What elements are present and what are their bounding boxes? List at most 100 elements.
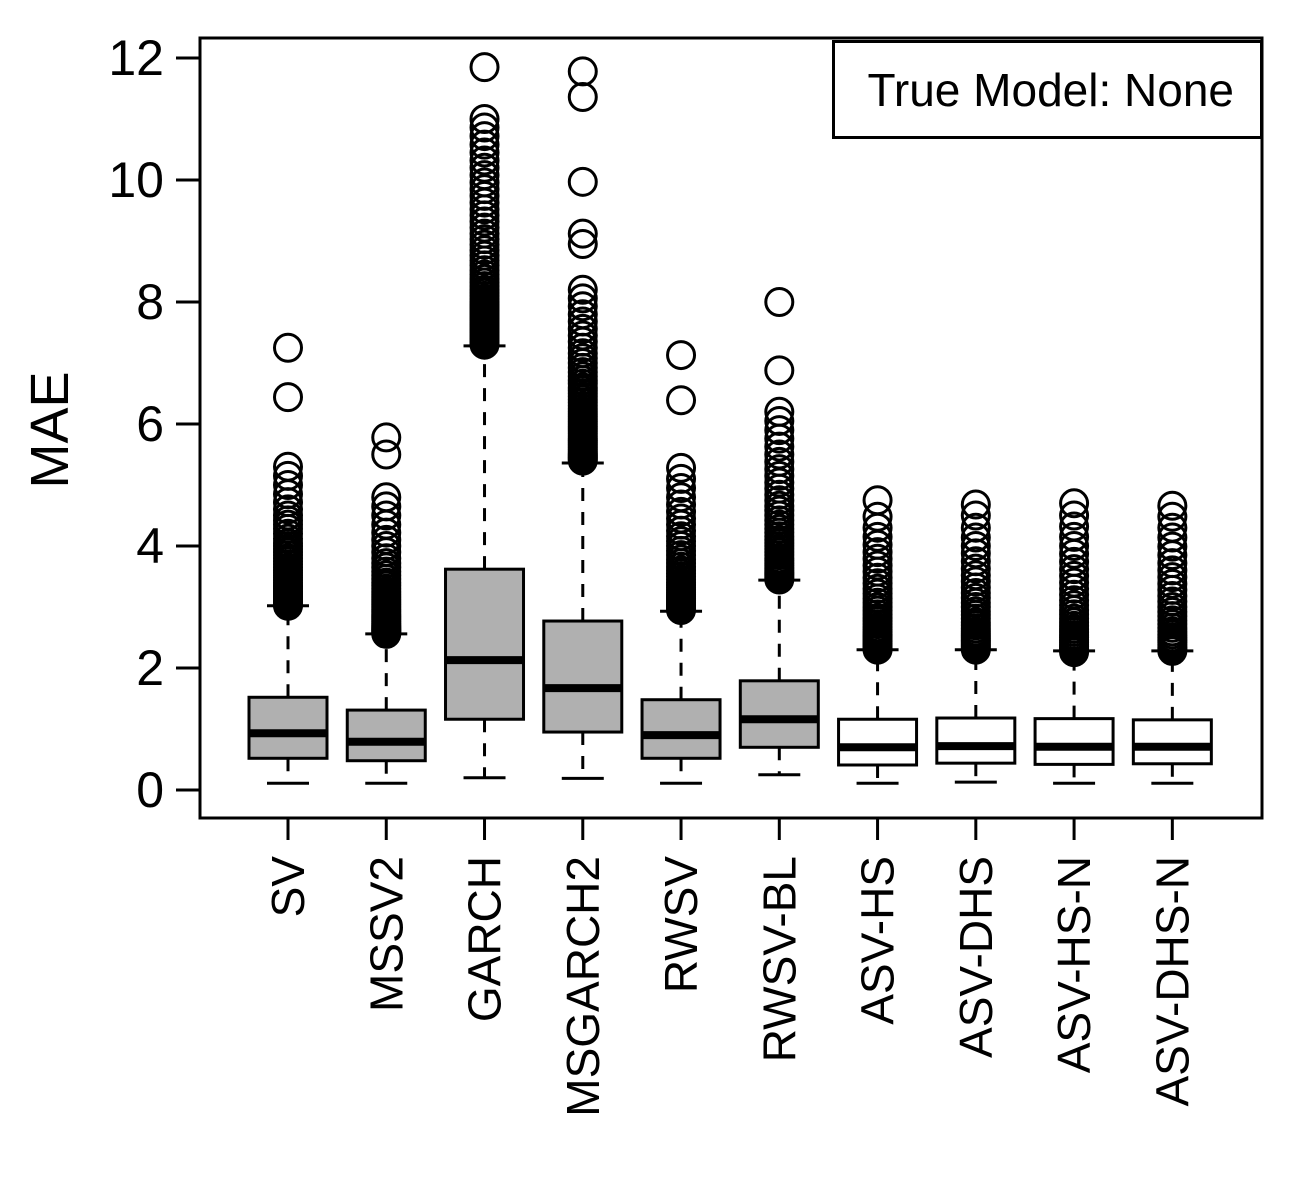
y-tick-label: 0 — [136, 762, 164, 818]
outlier-point — [371, 500, 402, 531]
outlier-point — [862, 537, 893, 568]
outlier-point — [567, 291, 598, 322]
y-tick-label: 6 — [136, 396, 164, 452]
outlier-point — [764, 396, 795, 427]
x-tick-label: ASV-DHS — [950, 856, 1002, 1058]
outlier-point — [862, 521, 893, 552]
outlier-point — [1157, 555, 1188, 586]
outlier-point — [1059, 560, 1090, 591]
outlier-point — [862, 550, 893, 581]
outlier-point — [469, 104, 500, 134]
outlier-point — [1059, 567, 1090, 598]
outlier-point — [764, 439, 795, 470]
x-tick-label: SV — [262, 856, 314, 918]
outlier-point — [960, 553, 991, 584]
outlier-point — [1059, 511, 1090, 542]
outlier-point — [666, 503, 697, 534]
outlier-point — [469, 160, 500, 191]
outlier-point — [567, 283, 598, 314]
outlier-point — [862, 543, 893, 574]
outlier-point — [469, 145, 500, 176]
outlier-point — [960, 560, 991, 591]
outlier-point — [764, 355, 795, 386]
outlier-point — [273, 382, 303, 413]
outlier-point — [273, 451, 303, 482]
outlier-point — [1157, 490, 1188, 521]
outlier-point — [1059, 554, 1090, 585]
outlier-point — [469, 174, 500, 205]
outlier-point — [1157, 568, 1188, 599]
outlier-point — [1157, 512, 1188, 543]
outlier-point — [567, 299, 598, 330]
outlier-point — [1157, 522, 1188, 553]
box-RWSV-BL — [738, 679, 820, 749]
y-tick-label: 12 — [108, 30, 164, 86]
box-MSSV2 — [345, 708, 427, 763]
x-tick-label: ASV-HS-N — [1048, 856, 1100, 1073]
outlier-point — [273, 494, 303, 525]
outlier-point — [469, 137, 500, 168]
outlier-point — [1059, 521, 1090, 552]
outlier-point — [666, 482, 697, 513]
x-tick-label: GARCH — [459, 856, 511, 1022]
y-tick-label: 2 — [136, 640, 164, 696]
outlier-point — [469, 121, 500, 152]
outlier-point — [960, 512, 991, 543]
box-SV — [247, 695, 329, 760]
outlier-point — [567, 306, 598, 337]
outlier-point — [1059, 531, 1090, 561]
outlier-point — [764, 405, 795, 436]
outlier-point — [862, 485, 893, 516]
outlier-point — [273, 470, 303, 500]
x-tick-label: ASV-HS — [852, 856, 904, 1025]
y-tick-label: 8 — [136, 274, 164, 330]
outlier-point — [371, 439, 402, 470]
outlier-point — [469, 152, 500, 183]
x-tick-label: MSGARCH2 — [557, 856, 609, 1117]
x-tick-label: MSSV2 — [360, 856, 412, 1012]
box-MSGARCH2 — [542, 619, 624, 734]
y-tick-label: 10 — [108, 152, 164, 208]
outlier-point — [1157, 531, 1188, 562]
outlier-point — [666, 340, 697, 371]
outlier-point — [764, 415, 795, 446]
outlier-point — [666, 385, 697, 416]
box-ASV-HS — [837, 717, 919, 767]
outlier-point — [371, 491, 402, 522]
outlier-point — [567, 56, 598, 87]
outlier-point — [273, 460, 303, 491]
outlier-point — [371, 422, 402, 453]
outlier-point — [764, 287, 795, 317]
outlier-point — [567, 218, 598, 249]
outlier-point — [666, 496, 697, 527]
outlier-point — [273, 332, 303, 363]
x-tick-label: RWSV-BL — [753, 856, 805, 1062]
outlier-point — [862, 501, 893, 532]
x-tick-label: ASV-DHS-N — [1146, 856, 1198, 1106]
outlier-point — [1157, 501, 1188, 532]
outlier-point — [469, 112, 500, 143]
outlier-point — [567, 313, 598, 344]
outlier-point — [1157, 562, 1188, 593]
outlier-point — [567, 274, 598, 305]
outlier-point — [666, 463, 697, 494]
outlier-point — [371, 482, 402, 513]
x-tick-label: RWSV — [655, 856, 707, 993]
outlier-point — [567, 166, 598, 197]
outlier-point — [371, 524, 402, 555]
outlier-point — [469, 52, 500, 83]
outlier-point — [960, 500, 991, 531]
plot-border — [198, 36, 1264, 820]
outlier-point — [960, 489, 991, 520]
outlier-point — [764, 460, 795, 491]
outlier-point — [960, 546, 991, 577]
outlier-point — [960, 522, 991, 553]
box-ASV-HS-N — [1033, 717, 1115, 766]
box-ASV-DHS-N — [1131, 718, 1213, 766]
outlier-point — [764, 446, 795, 477]
outlier-point — [1059, 546, 1090, 577]
outlier-point — [567, 82, 598, 113]
outlier-point — [469, 167, 500, 198]
